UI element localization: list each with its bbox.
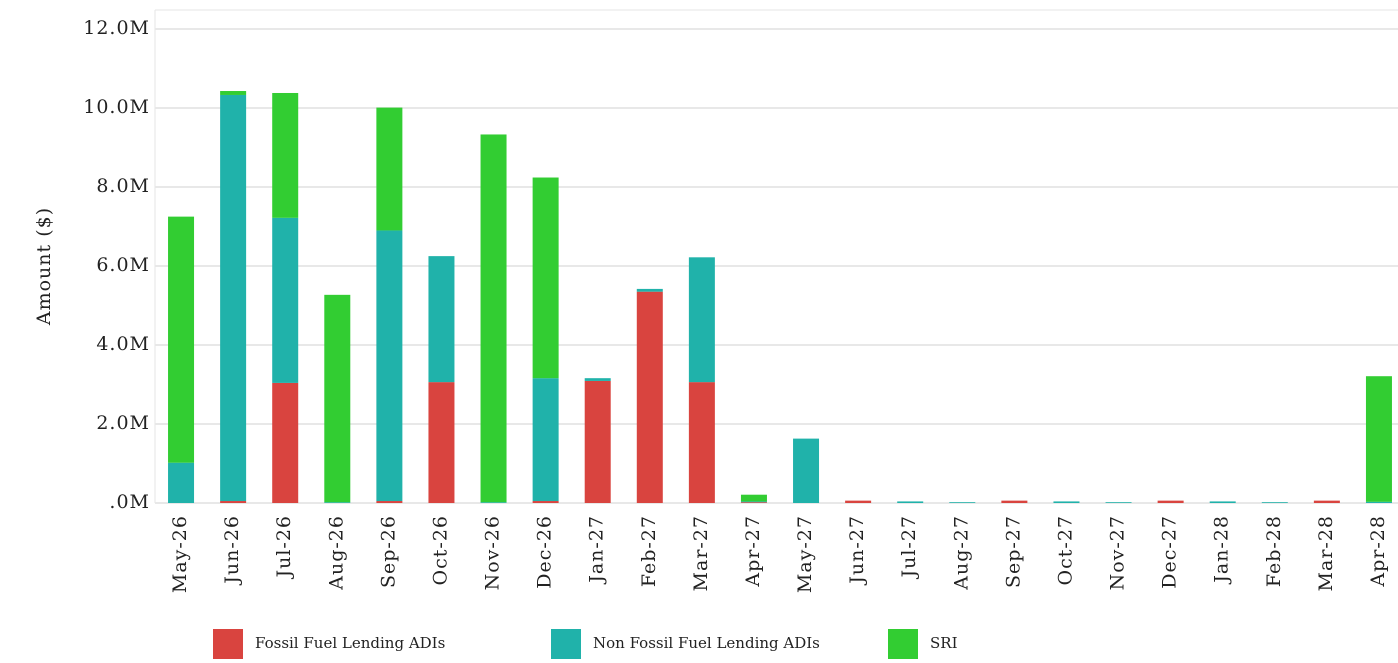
bar-segment bbox=[845, 500, 872, 503]
y-tick-label: 2.0M bbox=[96, 412, 150, 434]
bar-segment bbox=[1261, 502, 1288, 503]
bar-segment bbox=[324, 294, 351, 503]
y-tick-label: 4.0M bbox=[96, 333, 150, 355]
x-tick-label: May-27 bbox=[794, 515, 816, 593]
x-tick-label: Feb-27 bbox=[638, 515, 660, 587]
bar-segment bbox=[740, 501, 767, 503]
x-tick-label: May-26 bbox=[169, 515, 191, 593]
bar-segment bbox=[740, 502, 767, 503]
bar-segment bbox=[272, 217, 299, 383]
bar-segment bbox=[168, 216, 195, 463]
x-tick-label: Jul-27 bbox=[898, 515, 920, 580]
bar-segment bbox=[376, 230, 403, 502]
x-tick-label: Jan-27 bbox=[586, 515, 608, 585]
bar-segment bbox=[220, 91, 247, 95]
x-tick-label: Dec-26 bbox=[534, 515, 556, 589]
bar-segment bbox=[897, 501, 924, 503]
x-tick-label: Apr-27 bbox=[742, 515, 764, 588]
x-tick-label: Apr-28 bbox=[1367, 515, 1389, 588]
legend-label: SRI bbox=[930, 634, 958, 652]
bar-segment bbox=[1105, 502, 1132, 503]
legend-swatch bbox=[213, 629, 243, 659]
legend-swatch bbox=[551, 629, 581, 659]
y-tick-label: .0M bbox=[109, 491, 150, 513]
x-tick-label: Sep-26 bbox=[377, 515, 399, 588]
y-axis-label: Amount ($) bbox=[33, 207, 55, 326]
x-tick-label: Mar-27 bbox=[690, 515, 712, 591]
x-tick-label: Dec-27 bbox=[1159, 515, 1181, 589]
bar-segment bbox=[1001, 500, 1028, 503]
bar-segment bbox=[793, 438, 820, 503]
x-tick-label: Jul-26 bbox=[273, 515, 295, 580]
x-tick-label: Jun-27 bbox=[846, 515, 868, 586]
bar-segment bbox=[272, 92, 299, 218]
x-tick-label: Nov-26 bbox=[482, 515, 504, 590]
x-tick-label: Mar-28 bbox=[1315, 515, 1337, 591]
bar-segment bbox=[1313, 500, 1340, 503]
y-tick-label: 6.0M bbox=[96, 254, 150, 276]
bar-segment bbox=[1053, 501, 1080, 503]
bar-segment bbox=[532, 501, 559, 503]
bar-segment bbox=[428, 256, 455, 383]
bar-segment bbox=[636, 288, 663, 292]
bar-segment bbox=[584, 380, 611, 503]
x-tick-label: Oct-26 bbox=[429, 515, 451, 585]
bar-segment bbox=[480, 134, 507, 503]
bar-segment bbox=[220, 94, 247, 502]
y-tick-label: 10.0M bbox=[83, 96, 150, 118]
legend-swatch bbox=[888, 629, 918, 659]
legend-label: Non Fossil Fuel Lending ADIs bbox=[593, 634, 820, 652]
bar-segment bbox=[584, 378, 611, 381]
bar-segment bbox=[740, 494, 767, 502]
bar-segment bbox=[1365, 376, 1392, 502]
x-tick-label: Oct-27 bbox=[1054, 515, 1076, 585]
x-tick-label: Aug-26 bbox=[325, 515, 347, 591]
bar-segment bbox=[220, 501, 247, 503]
x-tick-label: Feb-28 bbox=[1263, 515, 1285, 587]
bar-segment bbox=[428, 382, 455, 503]
bar-segment bbox=[532, 177, 559, 379]
x-tick-label: Aug-27 bbox=[950, 515, 972, 591]
bar-segment bbox=[1157, 500, 1184, 503]
bar-segment bbox=[272, 382, 299, 503]
bar-segment bbox=[636, 291, 663, 503]
y-tick-label: 8.0M bbox=[96, 175, 150, 197]
bar-segment bbox=[532, 378, 559, 502]
bar-segment bbox=[376, 501, 403, 503]
y-tick-label: 12.0M bbox=[83, 17, 150, 39]
x-tick-label: Jan-28 bbox=[1211, 515, 1233, 585]
bar-segment bbox=[1209, 501, 1236, 503]
bar-segment bbox=[688, 257, 715, 383]
x-tick-label: Nov-27 bbox=[1107, 515, 1129, 590]
bar-segment bbox=[168, 462, 195, 503]
bar-segment bbox=[688, 382, 715, 503]
bar-segment bbox=[324, 502, 351, 503]
x-tick-label: Jun-26 bbox=[221, 515, 243, 586]
x-tick-label: Sep-27 bbox=[1002, 515, 1024, 588]
bar-segment bbox=[1365, 501, 1392, 503]
legend-label: Fossil Fuel Lending ADIs bbox=[255, 634, 445, 652]
bar-segment bbox=[376, 107, 403, 231]
bar-segment bbox=[949, 502, 976, 503]
bar-segment bbox=[480, 502, 507, 503]
